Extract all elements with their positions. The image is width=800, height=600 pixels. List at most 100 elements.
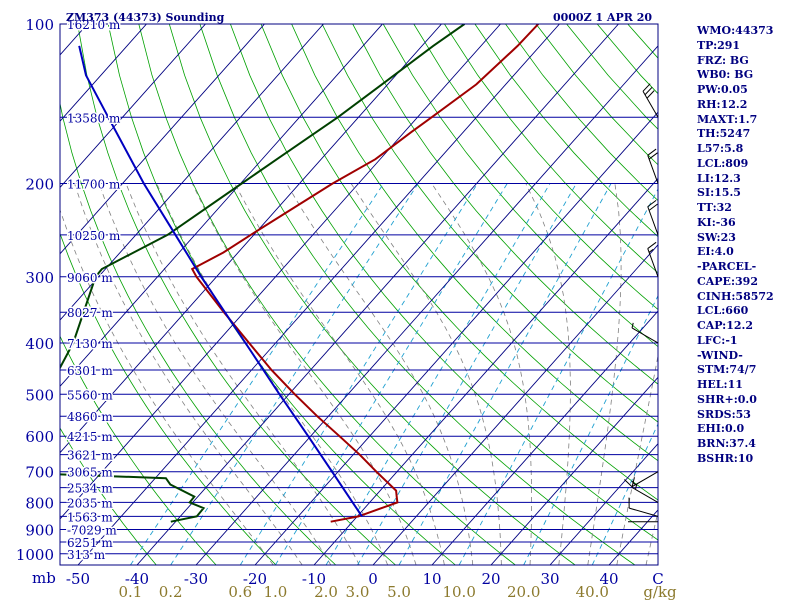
height-label: 4215 m bbox=[67, 430, 113, 444]
height-label: 9060 m bbox=[67, 271, 113, 285]
mixing-ratio-label: 20.0 bbox=[507, 583, 540, 600]
mixing-ratio-label: 0.6 bbox=[228, 583, 252, 600]
moist-adiabat-line bbox=[525, 183, 571, 565]
sounding-index-item: FRZ: BG bbox=[697, 53, 749, 67]
height-label: 10250 m bbox=[67, 229, 121, 243]
dewpoint-profile-line bbox=[60, 24, 466, 523]
isotherm-line bbox=[313, 177, 658, 565]
sounding-index-item: TT:32 bbox=[697, 201, 732, 214]
wind-barb-flag bbox=[647, 199, 657, 208]
wind-barb-flag bbox=[648, 248, 654, 253]
wind-barb bbox=[628, 497, 659, 517]
wind-barb-flag bbox=[646, 90, 655, 99]
wind-barb bbox=[631, 322, 659, 344]
dry-adiabat-line bbox=[260, 24, 658, 501]
wind-barb bbox=[647, 199, 659, 235]
sounding-index-item: CAP:12.2 bbox=[697, 319, 754, 332]
wind-barb bbox=[624, 471, 659, 488]
wind-barb-staff bbox=[629, 507, 659, 517]
isotherm-line bbox=[490, 376, 658, 565]
sounding-index-item: LCL:660 bbox=[697, 304, 749, 318]
wind-barb bbox=[647, 148, 659, 184]
dry-adiabat-line bbox=[413, 24, 658, 310]
mixing-ratio-label: 0.2 bbox=[159, 583, 183, 600]
temperature-tick-label: 0 bbox=[368, 570, 378, 588]
temperature-tick-label: 30 bbox=[540, 570, 559, 588]
pressure-tick-label: 300 bbox=[25, 269, 54, 287]
sounding-index-item: LCL:809 bbox=[697, 156, 749, 170]
sounding-index-item: WMO:44373 bbox=[697, 24, 774, 37]
dry-adiabat-line bbox=[60, 335, 217, 565]
moist-adiabat-line bbox=[587, 183, 622, 565]
sounding-index-item: -PARCEL- bbox=[697, 260, 757, 273]
dry-adiabat-line bbox=[60, 101, 337, 565]
pressure-tick-label: 700 bbox=[25, 464, 54, 482]
isotherm-line bbox=[60, 24, 383, 388]
dry-adiabat-line bbox=[77, 24, 396, 565]
mixing-ratio-unit-label: g/kg bbox=[643, 583, 677, 600]
wind-barb bbox=[631, 477, 659, 503]
sounding-index-item: RH:12.2 bbox=[697, 97, 748, 111]
sounding-index-item: EHI:0.0 bbox=[697, 422, 745, 436]
dry-adiabat-line bbox=[138, 24, 516, 565]
sounding-index-item: TP:291 bbox=[697, 38, 741, 52]
sounding-index-item: STM:74/7 bbox=[697, 363, 757, 377]
pressure-tick-label: 400 bbox=[25, 335, 54, 353]
wind-barb-flag bbox=[631, 322, 634, 329]
temperature-tick-label: 10 bbox=[422, 570, 441, 588]
sounding-index-item: EI:4.0 bbox=[697, 245, 734, 259]
pressure-tick-label: 800 bbox=[25, 494, 54, 512]
temperature-tick-label: 40 bbox=[599, 570, 618, 588]
isotherm-line bbox=[431, 310, 658, 565]
moist-adiabat-line bbox=[616, 353, 658, 565]
moist-adiabat-line bbox=[98, 183, 332, 565]
temperature-tick-label: -20 bbox=[243, 570, 267, 588]
mixing-ratio-label: 2.0 bbox=[314, 583, 338, 600]
sounding-index-item: LFC:-1 bbox=[697, 333, 738, 347]
chart-title: ZM373 (44373) Sounding bbox=[66, 11, 225, 24]
sounding-indices-panel: WMO:44373 TP:291 FRZ: BG WB0: BG PW:0.05 RH:1… bbox=[697, 24, 797, 467]
pressure-unit-label: mb bbox=[32, 569, 56, 587]
mixing-ratio-line bbox=[274, 183, 508, 565]
wind-barb-flag bbox=[644, 86, 653, 96]
sounding-index-item: LI:12.3 bbox=[697, 171, 741, 185]
pressure-tick-label: 600 bbox=[25, 428, 54, 446]
mixing-ratio-label: 40.0 bbox=[576, 583, 609, 600]
dry-adiabat-line bbox=[60, 232, 277, 565]
mixing-ratio-line bbox=[398, 183, 612, 565]
height-label: 4860 m bbox=[67, 410, 113, 424]
isotherm-line bbox=[136, 24, 619, 565]
sounding-index-item: SI:15.5 bbox=[697, 186, 741, 200]
isotherm-line bbox=[0, 24, 28, 565]
temperature-tick-label: -50 bbox=[66, 570, 90, 588]
mixing-ratio-line bbox=[239, 183, 478, 565]
sounding-index-item: L57:5.8 bbox=[697, 142, 744, 155]
wind-barb-flag bbox=[642, 83, 651, 92]
height-label: 6251 m bbox=[67, 536, 113, 550]
pressure-tick-label: 200 bbox=[25, 175, 54, 193]
mixing-ratio-label: 0.1 bbox=[119, 583, 143, 600]
height-label: 2035 m bbox=[67, 496, 113, 510]
dry-adiabat-line bbox=[352, 24, 658, 385]
sounding-index-item: HEL:11 bbox=[697, 378, 743, 391]
moist-adiabat-line bbox=[350, 183, 502, 565]
temperature-tick-label: -40 bbox=[125, 570, 149, 588]
sounding-index-item: CINH:58572 bbox=[697, 289, 774, 303]
moist-adiabat-line bbox=[431, 183, 532, 565]
height-label: 2534 m bbox=[67, 482, 113, 496]
isotherm-line bbox=[549, 442, 658, 565]
isotherm-line bbox=[77, 24, 560, 565]
height-label: -7029 m bbox=[67, 524, 117, 538]
mixing-ratio-line bbox=[458, 188, 658, 565]
dry-adiabat-line bbox=[230, 24, 658, 541]
moist-adiabat-line bbox=[156, 183, 389, 565]
temperature-tick-label: -30 bbox=[184, 570, 208, 588]
temperature-unit-label: C bbox=[652, 570, 663, 588]
isotherm-line bbox=[60, 24, 324, 321]
plot-area bbox=[0, 24, 658, 565]
wind-barb-staff bbox=[647, 155, 659, 184]
mixing-ratio-line bbox=[357, 183, 577, 565]
moist-adiabat-line bbox=[234, 183, 445, 565]
pressure-tick-label: 900 bbox=[25, 522, 54, 540]
